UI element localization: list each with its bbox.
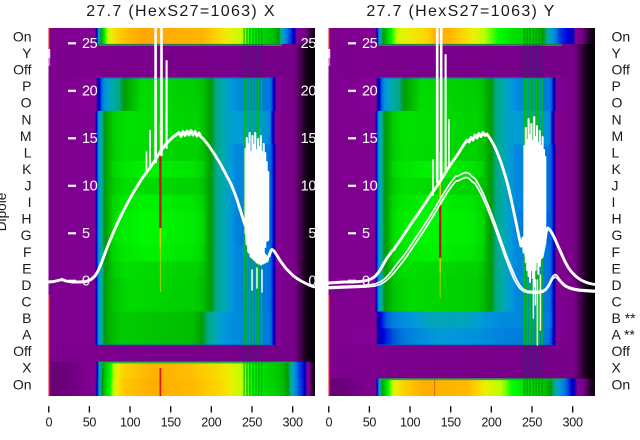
- svg-text:25: 25: [301, 36, 317, 52]
- svg-text:Y: Y: [612, 45, 622, 61]
- svg-text:25: 25: [82, 36, 98, 52]
- svg-text:O: O: [21, 95, 32, 111]
- svg-text:D: D: [612, 277, 622, 293]
- svg-text:0: 0: [45, 416, 52, 430]
- svg-text:D: D: [21, 277, 31, 293]
- svg-text:10: 10: [82, 179, 98, 195]
- svg-text:B: B: [22, 310, 31, 326]
- svg-text:250: 250: [242, 416, 262, 430]
- svg-text:L: L: [24, 144, 32, 160]
- svg-text:100: 100: [400, 416, 420, 430]
- svg-text:300: 300: [563, 416, 583, 430]
- svg-text:27.7 (HexS27=1063) Y: 27.7 (HexS27=1063) Y: [366, 3, 555, 20]
- svg-text:15: 15: [82, 131, 98, 147]
- svg-text:C: C: [21, 294, 31, 310]
- svg-text:Off: Off: [13, 343, 32, 359]
- svg-text:Y: Y: [22, 45, 32, 61]
- svg-text:Off: Off: [13, 62, 32, 78]
- svg-text:On: On: [612, 29, 631, 45]
- svg-text:27.7 (HexS27=1063) X: 27.7 (HexS27=1063) X: [86, 3, 276, 20]
- svg-text:On: On: [13, 376, 32, 392]
- svg-text:I: I: [28, 194, 32, 210]
- svg-text:50: 50: [83, 416, 97, 430]
- svg-text:10: 10: [362, 179, 378, 195]
- svg-text:P: P: [612, 78, 621, 94]
- svg-text:K: K: [612, 161, 622, 177]
- svg-text:P: P: [22, 78, 31, 94]
- svg-text:150: 150: [441, 416, 461, 430]
- svg-text:X: X: [612, 360, 622, 376]
- svg-text:5: 5: [82, 226, 90, 242]
- svg-text:5: 5: [308, 226, 316, 242]
- svg-text:N: N: [21, 111, 31, 127]
- svg-text:20: 20: [82, 84, 98, 100]
- svg-text:Off: Off: [612, 62, 631, 78]
- svg-text:On: On: [13, 29, 32, 45]
- svg-text:J: J: [612, 178, 619, 194]
- svg-text:0: 0: [362, 274, 370, 290]
- svg-text:150: 150: [161, 416, 181, 430]
- svg-text:On: On: [612, 376, 631, 392]
- svg-text:X: X: [22, 360, 32, 376]
- svg-text:A: A: [22, 327, 32, 343]
- svg-text:E: E: [22, 260, 31, 276]
- svg-text:L: L: [612, 144, 620, 160]
- svg-text:200: 200: [201, 416, 221, 430]
- svg-text:0: 0: [325, 416, 332, 430]
- svg-text:H: H: [21, 211, 31, 227]
- svg-text:M: M: [20, 128, 32, 144]
- svg-text:J: J: [25, 178, 32, 194]
- svg-text:B **: B **: [612, 310, 637, 326]
- svg-text:E: E: [612, 260, 621, 276]
- svg-text:I: I: [612, 194, 616, 210]
- svg-text:N: N: [612, 111, 622, 127]
- svg-text:15: 15: [301, 131, 317, 147]
- svg-text:Dipole: Dipole: [0, 193, 9, 232]
- svg-text:0: 0: [82, 274, 90, 290]
- svg-text:200: 200: [481, 416, 501, 430]
- svg-text:M: M: [612, 128, 624, 144]
- svg-text:Off: Off: [612, 343, 631, 359]
- svg-text:0: 0: [308, 274, 316, 290]
- svg-text:250: 250: [522, 416, 542, 430]
- svg-text:O: O: [612, 95, 623, 111]
- svg-text:G: G: [612, 227, 623, 243]
- svg-text:A **: A **: [612, 327, 636, 343]
- svg-text:10: 10: [301, 179, 317, 195]
- svg-text:50: 50: [363, 416, 377, 430]
- svg-text:H: H: [612, 211, 622, 227]
- svg-text:C: C: [612, 294, 622, 310]
- svg-text:G: G: [21, 227, 32, 243]
- svg-text:F: F: [612, 244, 621, 260]
- svg-text:20: 20: [362, 84, 378, 100]
- svg-text:20: 20: [301, 84, 317, 100]
- svg-text:K: K: [22, 161, 32, 177]
- svg-text:5: 5: [362, 226, 370, 242]
- svg-text:100: 100: [120, 416, 140, 430]
- svg-text:300: 300: [283, 416, 303, 430]
- svg-text:25: 25: [362, 36, 378, 52]
- svg-text:F: F: [23, 244, 32, 260]
- svg-text:15: 15: [362, 131, 378, 147]
